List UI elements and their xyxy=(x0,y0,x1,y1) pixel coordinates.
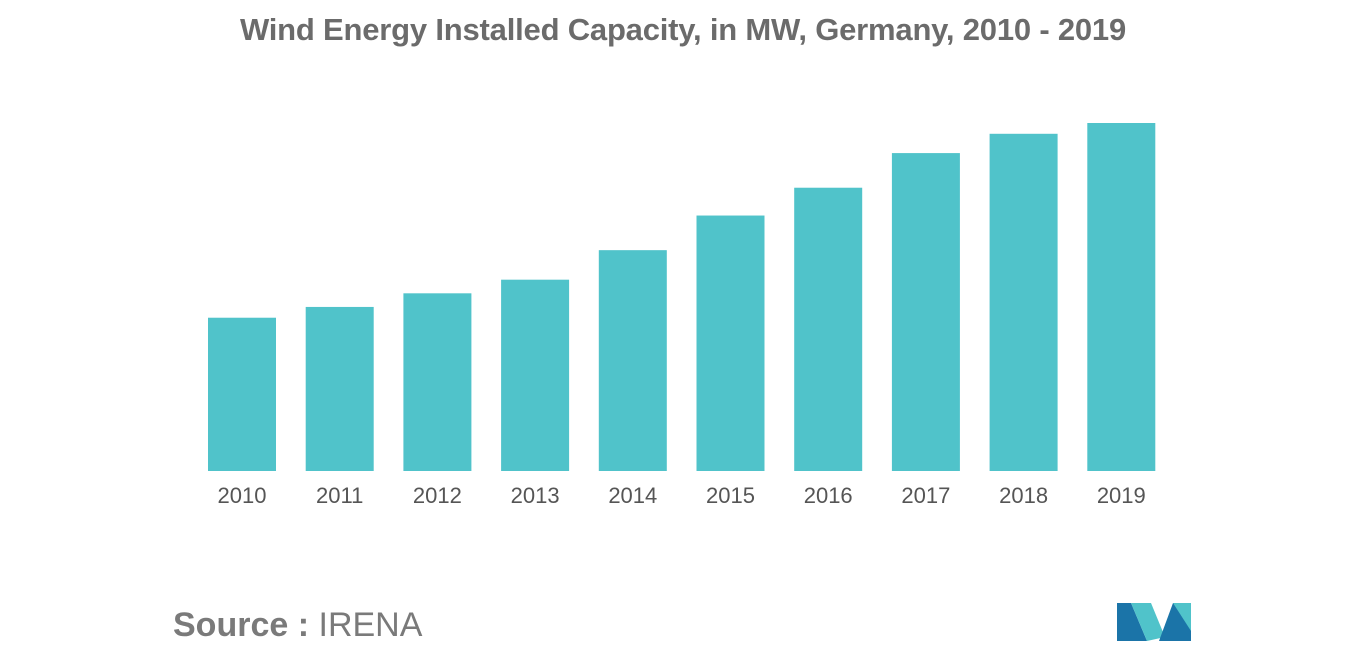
x-tick-label-2019: 2019 xyxy=(1097,483,1146,508)
x-tick-label-2018: 2018 xyxy=(999,483,1048,508)
x-tick-label-2012: 2012 xyxy=(413,483,462,508)
bar-2013 xyxy=(501,279,570,471)
bar-2016 xyxy=(794,187,863,472)
x-tick-label-2010: 2010 xyxy=(218,483,267,508)
bar-2019 xyxy=(1087,123,1156,471)
x-tick-label-2013: 2013 xyxy=(511,483,560,508)
bar-2011 xyxy=(305,306,374,471)
x-tick-label-2015: 2015 xyxy=(706,483,755,508)
bar-2015 xyxy=(696,215,765,471)
bar-2014 xyxy=(598,250,667,471)
source-label: Source : xyxy=(173,606,310,644)
logo-shape-light-right xyxy=(1173,603,1191,631)
x-tick-label-2016: 2016 xyxy=(804,483,853,508)
logo-shape-light-left xyxy=(1131,603,1165,641)
source-value: IRENA xyxy=(318,606,423,644)
bar-2018 xyxy=(989,133,1058,471)
bar-2017 xyxy=(891,153,960,472)
source-note: Source : IRENA xyxy=(173,606,422,645)
company-logo xyxy=(1117,603,1191,641)
chart-title: Wind Energy Installed Capacity, in MW, G… xyxy=(239,12,1127,47)
x-tick-label-2011: 2011 xyxy=(316,483,363,508)
bar-2010 xyxy=(208,317,276,471)
x-tick-label-2017: 2017 xyxy=(901,483,950,508)
x-tick-label-2014: 2014 xyxy=(608,483,657,508)
logo-shape-dark-left xyxy=(1117,603,1147,641)
bar-2012 xyxy=(403,293,472,471)
